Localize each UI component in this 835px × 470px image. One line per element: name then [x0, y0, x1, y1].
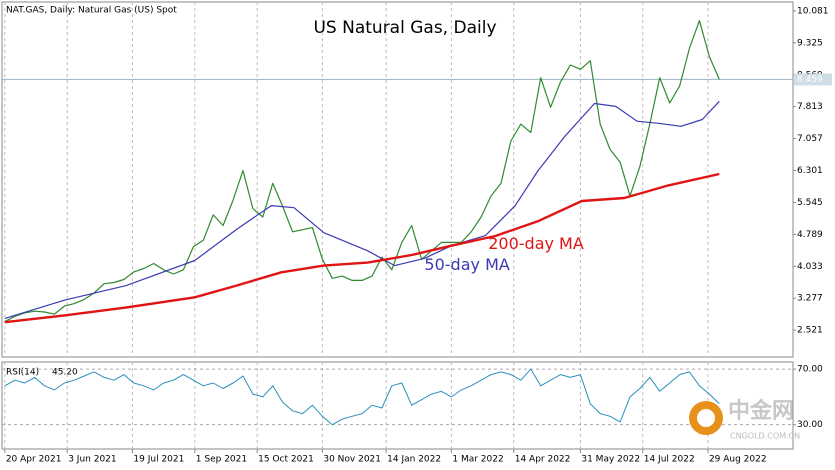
logo-site: CNGOLD.COM.CN [730, 432, 800, 441]
x-tick-label: 19 Jul 2021 [133, 455, 184, 465]
chart-subtitle: NAT.GAS, Daily: Natural Gas (US) Spot [6, 6, 177, 16]
x-tick-label: 1 Sep 2021 [196, 455, 247, 465]
series-line [4, 368, 720, 426]
series-line [4, 20, 720, 323]
price-pane [1, 1, 794, 358]
y-tick-label: 3.277 [797, 294, 823, 304]
x-tick-label: 29 Aug 2022 [709, 455, 767, 465]
rsi-pane [1, 361, 794, 450]
x-tick-label: 3 Jun 2021 [68, 455, 116, 465]
x-tick-label: 20 Apr 2021 [6, 455, 62, 465]
x-tick-label: 31 May 2022 [581, 455, 640, 465]
x-tick-label: 14 Jul 2022 [644, 455, 695, 465]
x-tick-label: 14 Apr 2022 [515, 455, 571, 465]
watermark: 中金网 CNGOLD.COM.CN [689, 398, 800, 441]
logo-name: 中金网 [728, 398, 794, 424]
y-tick-label: 5.545 [797, 198, 823, 208]
logo-inner [697, 409, 715, 427]
series-line [4, 172, 720, 324]
x-tick-label: 1 Mar 2022 [452, 455, 503, 465]
y-tick-label: 7.057 [797, 134, 823, 144]
y-tick-label: 30.00 [797, 420, 823, 430]
y-tick-label: 2.521 [797, 326, 823, 336]
y-tick-label: 10.081 [797, 6, 829, 16]
y-tick-label: 6.301 [797, 166, 823, 176]
x-tick-label: 15 Oct 2021 [258, 455, 314, 465]
chart-title: US Natural Gas, Daily [313, 18, 496, 38]
annotation: 200-day MA [488, 234, 584, 253]
y-tick-label: 7.813 [797, 102, 823, 112]
current-price-box [794, 73, 832, 86]
x-tick-label: 30 Nov 2021 [323, 455, 381, 465]
current-price-label: 8.459 [797, 75, 823, 85]
rsi-title: RSI(14) [6, 368, 39, 378]
y-tick-label: 4.789 [797, 230, 823, 240]
y-tick-label: 4.033 [797, 262, 823, 272]
y-tick-label: 70.00 [797, 365, 823, 375]
rsi-current: 45.20 [52, 368, 78, 378]
annotation: 50-day MA [424, 255, 509, 274]
y-tick-label: 9.325 [797, 38, 823, 48]
x-tick-label: 14 Jan 2022 [387, 455, 441, 465]
